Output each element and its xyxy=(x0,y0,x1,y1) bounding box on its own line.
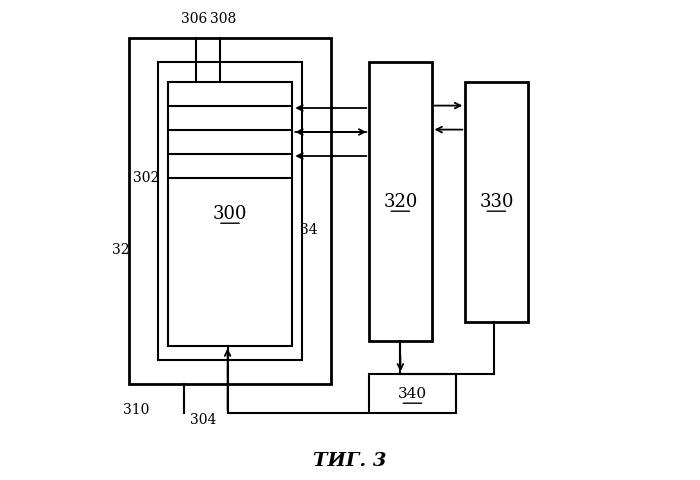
Bar xyxy=(158,62,302,360)
Text: 310: 310 xyxy=(123,403,150,418)
Text: 306: 306 xyxy=(181,12,207,26)
Text: 320: 320 xyxy=(383,192,418,211)
Bar xyxy=(130,38,331,384)
Bar xyxy=(167,82,293,346)
Text: 32: 32 xyxy=(112,242,130,257)
Text: 330: 330 xyxy=(479,192,514,211)
Text: 304: 304 xyxy=(190,413,217,427)
Text: 302: 302 xyxy=(133,170,159,185)
Text: 308: 308 xyxy=(210,12,236,26)
Text: 340: 340 xyxy=(398,386,427,401)
Text: 34: 34 xyxy=(300,223,318,238)
Text: ΤИГ. 3: ΤИГ. 3 xyxy=(314,452,386,470)
Bar xyxy=(466,82,528,322)
Text: 300: 300 xyxy=(213,204,247,223)
Bar xyxy=(369,374,456,413)
Bar xyxy=(369,62,432,341)
